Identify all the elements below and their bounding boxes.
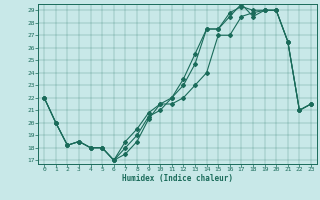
X-axis label: Humidex (Indice chaleur): Humidex (Indice chaleur) xyxy=(122,174,233,183)
